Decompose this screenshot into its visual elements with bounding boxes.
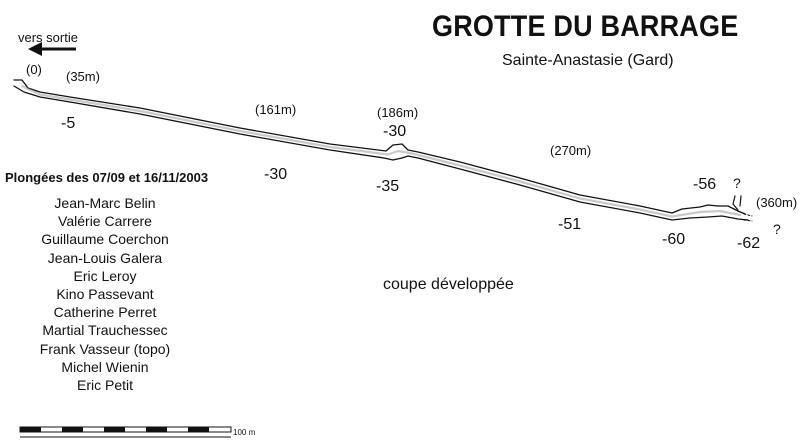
diver-name: Eric Petit	[76, 376, 133, 393]
side-passage	[739, 195, 742, 207]
depth-label: -5	[61, 115, 76, 132]
diver-list: Jean-Marc Belin Valérie Carrere Guillaum…	[20, 194, 190, 394]
diver-name: Valérie Carrere	[58, 213, 152, 230]
location-subtitle: Sainte-Anastasie (Gard)	[502, 52, 674, 69]
depth-label: -35	[376, 178, 400, 195]
depth-label: -30	[383, 123, 407, 140]
side-passage	[732, 195, 739, 211]
unknown-mark: ?	[733, 175, 741, 191]
diver-name: Frank Vasseur (topo)	[39, 340, 171, 357]
depth-label: -62	[737, 235, 761, 252]
passage-ceiling	[13, 79, 746, 215]
scale-label: 100 m	[233, 428, 256, 437]
diver-name: Jean-Marc Belin	[54, 195, 156, 211]
distance-label: (161m)	[255, 102, 297, 117]
distance-label: (0)	[26, 62, 42, 77]
section-caption: coupe développée	[383, 276, 514, 293]
depth-label: -30	[264, 166, 288, 183]
diver-name: Eric Leroy	[73, 267, 137, 284]
diver-name: Kino Passevant	[56, 285, 154, 302]
diver-name: Guillaume Coerchon	[41, 231, 169, 248]
depth-label: -56	[693, 176, 717, 193]
depth-label: -60	[662, 231, 686, 248]
diver-name: Catherine Perret	[53, 304, 157, 321]
exit-label: vers sortie	[18, 30, 78, 45]
distance-label: (270m)	[550, 143, 592, 158]
passage-fill	[20, 84, 742, 218]
diver-name: Martial Trauchessec	[42, 322, 168, 339]
unknown-mark: ?	[773, 221, 781, 237]
passage-floor	[13, 85, 749, 221]
diver-name: Michel Wienin	[61, 358, 149, 375]
distance-label: (360m)	[756, 195, 798, 210]
dives-heading: Plongées des 07/09 et 16/11/2003	[5, 170, 209, 185]
depth-label: -51	[558, 216, 582, 233]
page-title: GROTTE DU BARRAGE	[432, 10, 739, 43]
scale-bar	[19, 426, 232, 438]
exit-arrow-icon	[28, 42, 76, 56]
distance-label: (186m)	[377, 105, 419, 120]
diver-name: Jean-Louis Galera	[47, 249, 163, 266]
distance-label: (35m)	[66, 69, 100, 84]
cave-passage	[13, 79, 753, 222]
passage-end-dash	[743, 213, 753, 222]
